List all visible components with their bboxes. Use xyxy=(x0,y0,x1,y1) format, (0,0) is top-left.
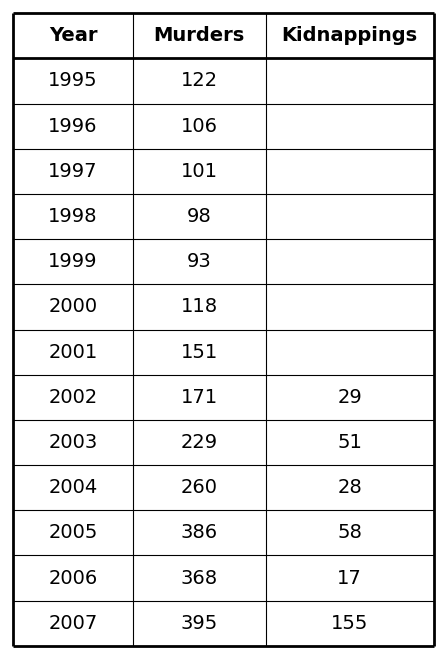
Text: 2006: 2006 xyxy=(48,569,98,588)
Text: 260: 260 xyxy=(181,478,218,497)
Text: Kidnappings: Kidnappings xyxy=(282,26,417,45)
Text: 93: 93 xyxy=(187,252,211,272)
Text: 17: 17 xyxy=(337,569,362,588)
Text: 2001: 2001 xyxy=(48,343,98,362)
Text: 2007: 2007 xyxy=(48,614,98,633)
Text: 2005: 2005 xyxy=(48,523,98,542)
Text: 1998: 1998 xyxy=(48,207,98,226)
Text: 51: 51 xyxy=(337,433,362,452)
Text: 386: 386 xyxy=(181,523,218,542)
Text: 151: 151 xyxy=(181,343,218,362)
Text: 229: 229 xyxy=(181,433,218,452)
Text: 155: 155 xyxy=(331,614,368,633)
Text: 2003: 2003 xyxy=(48,433,98,452)
Text: 118: 118 xyxy=(181,297,218,316)
Text: 28: 28 xyxy=(337,478,362,497)
Text: Murders: Murders xyxy=(154,26,245,45)
Text: 1997: 1997 xyxy=(48,162,98,181)
Text: 2000: 2000 xyxy=(49,297,98,316)
Text: 98: 98 xyxy=(187,207,211,226)
Text: 1996: 1996 xyxy=(48,117,98,136)
Text: 2004: 2004 xyxy=(48,478,98,497)
Text: Year: Year xyxy=(49,26,97,45)
Text: 122: 122 xyxy=(181,71,218,90)
Text: 171: 171 xyxy=(181,387,218,407)
Text: 29: 29 xyxy=(337,387,362,407)
Text: 101: 101 xyxy=(181,162,218,181)
Text: 2002: 2002 xyxy=(48,387,98,407)
Text: 106: 106 xyxy=(181,117,218,136)
Text: 1995: 1995 xyxy=(48,71,98,90)
Text: 1999: 1999 xyxy=(48,252,98,272)
Text: 395: 395 xyxy=(181,614,218,633)
Text: 368: 368 xyxy=(181,569,218,588)
Text: 58: 58 xyxy=(337,523,362,542)
